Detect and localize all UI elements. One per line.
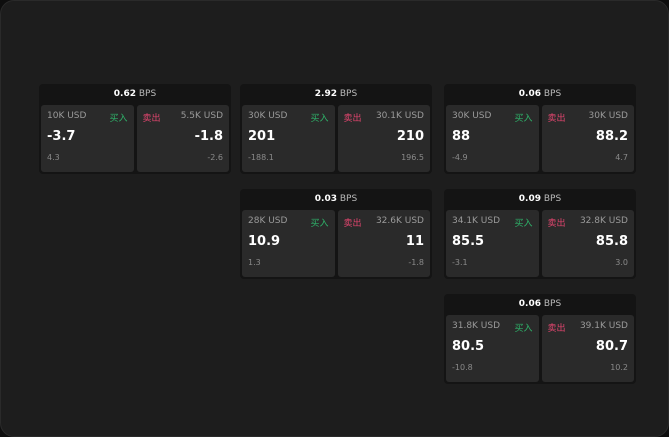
ask-change: 10.2 — [610, 363, 628, 372]
sell-cell[interactable]: 卖出 5.5K USD -1.8 -2.6 — [136, 105, 229, 172]
spread-unit: BPS — [138, 89, 157, 99]
bid-price: -3.7 — [47, 129, 76, 144]
buy-label: 买入 — [514, 324, 533, 334]
ask-change: -1.8 — [408, 258, 424, 267]
spread-unit: BPS — [543, 89, 562, 99]
quote-card: 0.62 BPS 10K USD 买入 -3.7 4.3 卖出 5.5K USD… — [39, 84, 231, 174]
bid-change: -188.1 — [248, 153, 274, 162]
quote-card: 0.06 BPS 30K USD 买入 88 -4.9 卖出 30K USD 8… — [444, 84, 636, 174]
ask-change: 3.0 — [615, 258, 628, 267]
quote-card: 0.06 BPS 31.8K USD 买入 80.5 -10.8 卖出 39.1… — [444, 294, 636, 384]
bid-quantity: 30K USD — [452, 111, 492, 121]
ask-quantity: 39.1K USD — [579, 321, 628, 331]
spread-value: 0.06 — [518, 299, 541, 309]
ask-price: 11 — [405, 234, 424, 249]
ask-price: 85.8 — [595, 234, 628, 249]
spread-header: 0.03 BPS — [240, 189, 432, 210]
bid-quantity: 10K USD — [47, 111, 87, 121]
ask-price: 210 — [396, 129, 424, 144]
bid-price: 10.9 — [248, 234, 281, 249]
spread-value: 0.03 — [314, 194, 337, 204]
bid-price: 88 — [452, 129, 471, 144]
sell-label: 卖出 — [343, 219, 362, 229]
spread-header: 0.09 BPS — [444, 189, 636, 210]
quote-card: 2.92 BPS 30K USD 买入 201 -188.1 卖出 30.1K … — [240, 84, 432, 174]
bid-price: 85.5 — [452, 234, 485, 249]
bid-price: 80.5 — [452, 339, 485, 354]
ask-price: 80.7 — [595, 339, 628, 354]
sell-cell[interactable]: 卖出 30.1K USD 210 196.5 — [337, 105, 430, 172]
sell-label: 卖出 — [547, 324, 566, 334]
spread-header: 0.06 BPS — [444, 294, 636, 315]
spread-unit: BPS — [339, 194, 358, 204]
sell-cell[interactable]: 卖出 39.1K USD 80.7 10.2 — [541, 315, 634, 382]
bid-quantity: 31.8K USD — [452, 321, 501, 331]
bid-change: -10.8 — [452, 363, 473, 372]
buy-cell[interactable]: 30K USD 买入 88 -4.9 — [446, 105, 539, 172]
spread-value: 0.09 — [518, 194, 541, 204]
sell-cell[interactable]: 卖出 32.8K USD 85.8 3.0 — [541, 210, 634, 277]
spread-unit: BPS — [339, 89, 358, 99]
quote-card: 0.03 BPS 28K USD 买入 10.9 1.3 卖出 32.6K US… — [240, 189, 432, 279]
buy-cell[interactable]: 30K USD 买入 201 -188.1 — [242, 105, 335, 172]
buy-label: 买入 — [514, 114, 533, 124]
spread-unit: BPS — [543, 299, 562, 309]
ask-quantity: 30.1K USD — [375, 111, 424, 121]
bid-quantity: 28K USD — [248, 216, 288, 226]
bid-change: 4.3 — [47, 153, 60, 162]
sell-label: 卖出 — [343, 114, 362, 124]
bid-change: 1.3 — [248, 258, 261, 267]
sell-cell[interactable]: 卖出 30K USD 88.2 4.7 — [541, 105, 634, 172]
ask-change: 4.7 — [615, 153, 628, 162]
spread-value: 0.06 — [518, 89, 541, 99]
sell-label: 卖出 — [547, 114, 566, 124]
sell-label: 卖出 — [142, 114, 161, 124]
spread-value: 0.62 — [113, 89, 136, 99]
buy-label: 买入 — [109, 114, 128, 124]
ask-change: -2.6 — [207, 153, 223, 162]
sell-label: 卖出 — [547, 219, 566, 229]
buy-cell[interactable]: 10K USD 买入 -3.7 4.3 — [41, 105, 134, 172]
spread-unit: BPS — [543, 194, 562, 204]
quote-card: 0.09 BPS 34.1K USD 买入 85.5 -3.1 卖出 32.8K… — [444, 189, 636, 279]
ask-quantity: 5.5K USD — [180, 111, 223, 121]
spread-header: 2.92 BPS — [240, 84, 432, 105]
spread-header: 0.62 BPS — [39, 84, 231, 105]
ask-quantity: 32.6K USD — [375, 216, 424, 226]
bid-change: -3.1 — [452, 258, 468, 267]
buy-cell[interactable]: 28K USD 买入 10.9 1.3 — [242, 210, 335, 277]
buy-label: 买入 — [310, 219, 329, 229]
ask-change: 196.5 — [401, 153, 424, 162]
spread-header: 0.06 BPS — [444, 84, 636, 105]
buy-cell[interactable]: 31.8K USD 买入 80.5 -10.8 — [446, 315, 539, 382]
buy-label: 买入 — [310, 114, 329, 124]
buy-label: 买入 — [514, 219, 533, 229]
spread-value: 2.92 — [314, 89, 337, 99]
ask-quantity: 30K USD — [588, 111, 628, 121]
bid-change: -4.9 — [452, 153, 468, 162]
sell-cell[interactable]: 卖出 32.6K USD 11 -1.8 — [337, 210, 430, 277]
bid-quantity: 30K USD — [248, 111, 288, 121]
ask-quantity: 32.8K USD — [579, 216, 628, 226]
ask-price: 88.2 — [595, 129, 628, 144]
buy-cell[interactable]: 34.1K USD 买入 85.5 -3.1 — [446, 210, 539, 277]
ask-price: -1.8 — [194, 129, 223, 144]
bid-price: 201 — [248, 129, 276, 144]
bid-quantity: 34.1K USD — [452, 216, 501, 226]
